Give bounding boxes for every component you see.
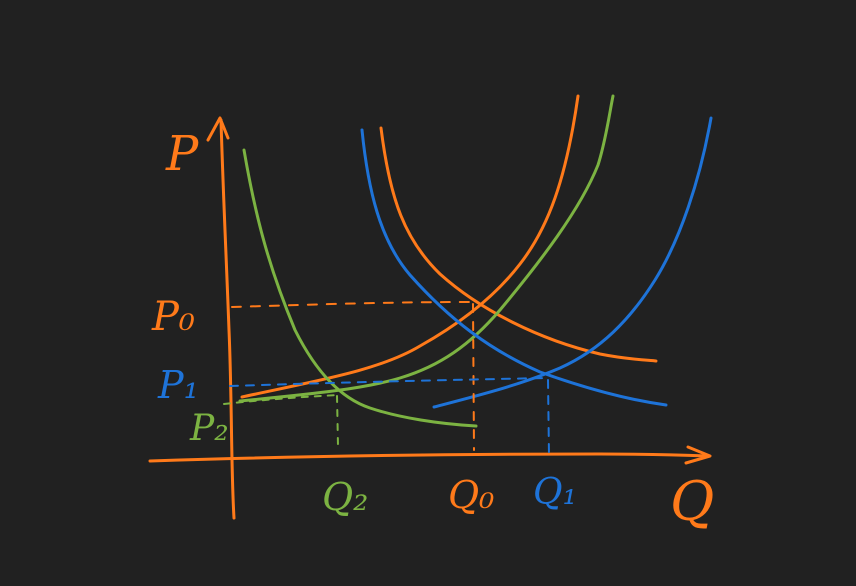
labels: P Q P₀ P₁ P₂ Q₂ Q₀ Q₁ <box>151 126 714 533</box>
q1-label: Q₁ <box>533 472 577 513</box>
q2-guide-line <box>337 396 338 446</box>
supply-curve-orange <box>242 96 578 397</box>
q1-guide-line <box>548 380 549 456</box>
q0-guide-line <box>473 304 474 450</box>
guide-lines <box>224 302 549 456</box>
demand-curve-blue <box>362 130 666 405</box>
x-axis-label: Q <box>670 470 714 533</box>
demand-curve-orange <box>381 128 656 361</box>
q2-label: Q₂ <box>322 475 368 519</box>
q0-label: Q₀ <box>448 473 494 517</box>
x-axis-line <box>150 454 708 461</box>
p0-label: P₀ <box>151 294 195 340</box>
p2-label: P₂ <box>189 408 229 449</box>
supply-curve-green <box>240 96 613 401</box>
y-axis-arrowhead <box>208 118 228 140</box>
y-axis-label: P <box>165 126 199 182</box>
orange-curves <box>242 96 656 397</box>
p1-label: P₁ <box>157 363 199 407</box>
supply-curve-blue <box>434 118 711 407</box>
